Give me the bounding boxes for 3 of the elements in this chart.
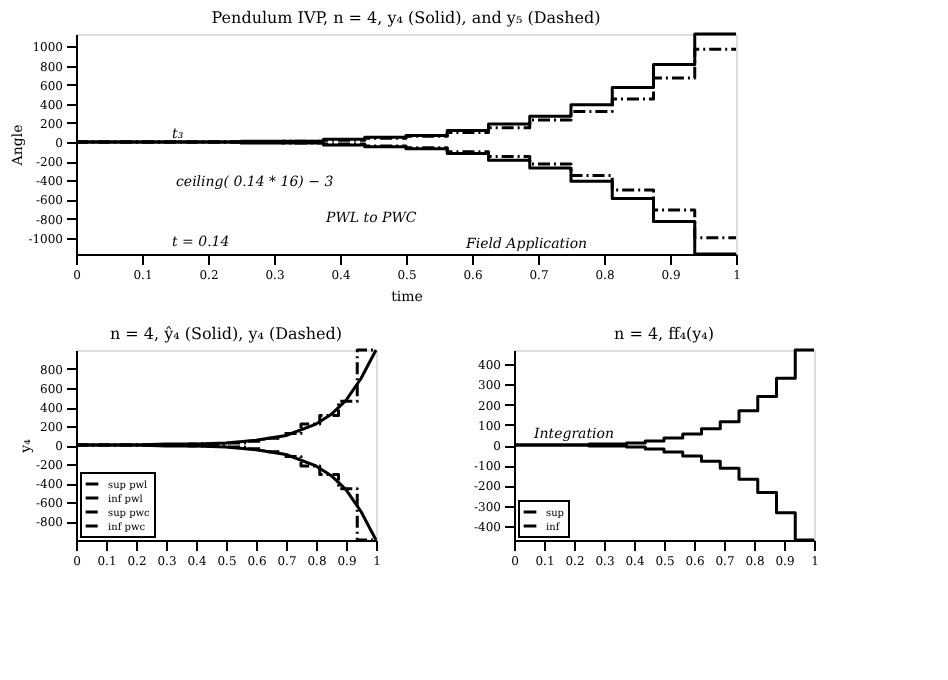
chart-title: n = 4, ŷ₄ (Solid), y₄ (Dashed) [109,324,343,343]
chart-title: Pendulum IVP, n = 4, y₄ (Solid), and y₅ (Dashed) [211,8,601,27]
chart-title: n = 4, ff₄(y₄) [614,324,714,343]
